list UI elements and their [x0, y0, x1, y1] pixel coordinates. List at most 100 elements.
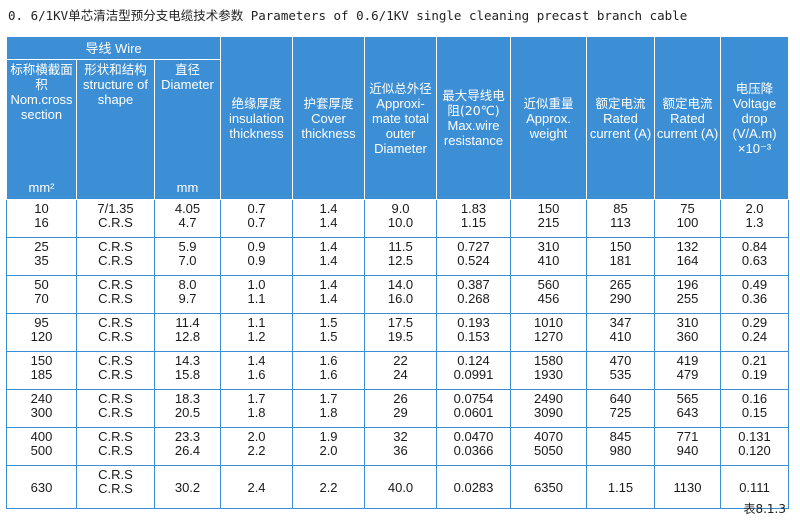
cell-value: 25 [34, 239, 49, 254]
cell-value: 215 [537, 214, 560, 230]
cell-value: 12.5 [387, 252, 414, 268]
cell-value: 30.2 [174, 480, 201, 496]
cell-value: C.R.S [98, 277, 133, 292]
cell-value: 0.0991 [453, 366, 494, 382]
col-header-resistance: 最大导线电阻(20℃) Max.wire resistance Ω/Km [381, 36, 512, 505]
col-header-insulation: 绝缘厚度 insulation thickness mm [220, 36, 408, 505]
cell-value: 26 [393, 391, 408, 406]
cell-value: 2.0 [319, 442, 338, 458]
cell-value: 11.4 [175, 315, 200, 330]
table-cell: C.R.S C.R.S [76, 465, 155, 509]
table-cell: 10 16 [6, 199, 77, 238]
col-header-structure: 形状和结构 structure of shape [76, 59, 155, 200]
table-cell: 0.111 [720, 465, 790, 509]
cell-value: 0.268 [457, 290, 490, 306]
parameter-table-wrapper: 导线 Wire 绝缘厚度 insulation thickness mm 护套厚… [5, 36, 790, 509]
table-row: 95 120 C.R.S C.R.S 11.4 12.8 1.1 1.2 1.5 1.5 17.5 1… [6, 313, 790, 352]
cell-value: 0.0366 [453, 442, 494, 458]
table-cell: 347 410 [586, 313, 656, 352]
cell-value: 535 [609, 366, 632, 382]
cell-value: 1.5 [319, 328, 338, 344]
cell-value: 1.4 [319, 201, 338, 216]
cell-value: 29 [393, 404, 408, 420]
cell-value: 310 [676, 315, 699, 330]
cell-value: 85 [613, 201, 628, 216]
table-cell: 14.0 16.0 [364, 275, 438, 314]
cell-value: 1.4 [319, 277, 338, 292]
cell-value: 9.0 [391, 201, 410, 216]
table-cell: 771 940 [654, 427, 722, 466]
cell-value: 310 [537, 239, 560, 254]
table-cell: 9.0 10.0 [364, 199, 438, 238]
cell-value: C.R.S [98, 214, 133, 230]
cell-value: 164 [676, 252, 699, 268]
cell-value: 0.111 [739, 480, 770, 496]
cell-value: 26.4 [174, 442, 201, 458]
table-cell: C.R.S C.R.S [76, 237, 155, 276]
cell-value: 1.2 [247, 328, 266, 344]
cell-value: C.R.S [98, 353, 133, 368]
table-cell: 95 120 [6, 313, 77, 352]
cell-value: 3090 [534, 404, 563, 420]
cell-value: C.R.S [98, 290, 133, 306]
cell-value: 0.7 [247, 201, 266, 216]
cell-value: 16 [34, 214, 49, 230]
cell-value: 22 [393, 353, 408, 368]
cell-value: 20.5 [174, 404, 201, 420]
cell-value: 24 [393, 366, 408, 382]
cell-value: 150 [30, 353, 53, 368]
table-cell: 1.7 1.8 [220, 389, 294, 428]
cell-value: 0.387 [457, 277, 490, 292]
cell-value: 630 [30, 480, 53, 496]
cell-value: 2490 [534, 391, 563, 406]
table-cell: 14.3 15.8 [153, 351, 222, 390]
cell-value: 419 [676, 353, 699, 368]
cell-value: 643 [676, 404, 699, 420]
col-header-voltage-drop: 电压降 Voltage drop (V/A.m) ×10⁻³ [720, 36, 790, 200]
col-header-cross-section: 标称横截面积 Nom.cross section mm² [6, 59, 77, 200]
table-cell: 1.1 1.2 [220, 313, 294, 352]
cell-value: 0.84 [741, 239, 768, 254]
table-cell: C.R.S C.R.S [76, 427, 155, 466]
cell-value: 1580 [534, 353, 563, 368]
cell-value: 6350 [534, 480, 563, 496]
page-title: 0. 6/1KV单芯清洁型预分支电缆技术参数 Parameters of 0.6… [8, 8, 688, 23]
table-cell: 0.0754 0.0601 [436, 389, 512, 428]
table-cell: 1.5 1.5 [292, 313, 366, 352]
table-row: 25 35 C.R.S C.R.S 5.9 7.0 0.9 0.9 1.4 1.4 11.5 12.5… [6, 237, 790, 276]
cell-value: 1010 [534, 315, 563, 330]
col-header-weight: 近似重量 Approx. weight Kg/Km [377, 36, 588, 505]
cell-value: 10.0 [387, 214, 414, 230]
table-cell: 11.4 12.8 [153, 313, 222, 352]
cell-value: 1.9 [319, 429, 338, 444]
cell-value: 1.1 [247, 315, 266, 330]
table-cell: 4.05 4.7 [153, 199, 222, 238]
cell-value: 1.5 [319, 315, 338, 330]
cell-value: C.R.S [98, 252, 133, 268]
table-cell: 1.0 1.1 [220, 275, 294, 314]
cell-value: 95 [34, 315, 49, 330]
col-header-rated-current-2: 额定电流 Rated current (A) [654, 36, 722, 200]
table-cell: 0.727 0.524 [436, 237, 512, 276]
table-cell: 150 215 [510, 199, 588, 238]
table-cell: 50 70 [6, 275, 77, 314]
cell-value: 845 [609, 429, 632, 444]
cell-value: 1.6 [247, 366, 266, 382]
cell-value: 9.7 [178, 290, 197, 306]
table-row: 150 185 C.R.S C.R.S 14.3 15.8 1.4 1.6 1.6 1.6 22 24… [6, 351, 790, 390]
cell-value: 410 [537, 252, 560, 268]
cell-value: 240 [30, 391, 53, 406]
cell-value: 2.4 [247, 480, 266, 496]
table-cell: 0.0283 [436, 465, 512, 509]
cell-value: 1.0 [247, 277, 266, 292]
table-cell: 25 35 [6, 237, 77, 276]
col-header-rated-current-1: 额定电流 Rated current (A) [586, 36, 656, 200]
cell-value: 0.9 [247, 239, 266, 254]
table-cell: 1130 [654, 465, 722, 509]
cell-value: C.R.S [98, 328, 133, 344]
table-cell: 0.84 0.63 [720, 237, 790, 276]
table-cell: 0.21 0.19 [720, 351, 790, 390]
cell-value: 940 [676, 442, 699, 458]
cell-value: 1.7 [247, 391, 266, 406]
table-cell: 265 290 [586, 275, 656, 314]
